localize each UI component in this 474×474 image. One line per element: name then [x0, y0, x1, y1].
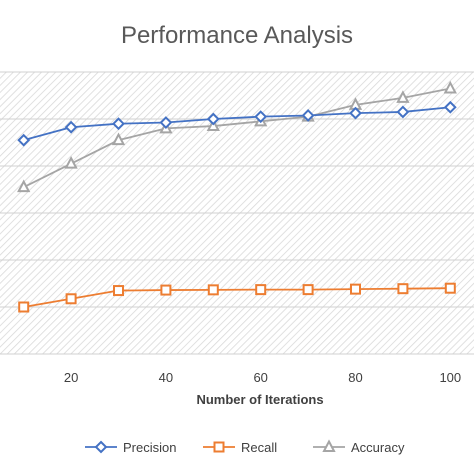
legend-label: Precision [123, 440, 176, 455]
series-line [23, 106, 451, 142]
data-point [206, 112, 220, 126]
legend-marker [94, 440, 108, 454]
series-line [23, 87, 451, 188]
data-point [17, 179, 31, 193]
legend-item-recall: Recall [203, 440, 277, 455]
series-precision [17, 100, 457, 147]
series-line [23, 287, 451, 308]
legend-item-accuracy: Accuracy [313, 439, 405, 455]
data-point [18, 301, 30, 313]
data-point [302, 284, 314, 296]
data-point [397, 283, 409, 295]
data-point [112, 117, 125, 131]
gridlines [0, 71, 474, 355]
data-point [111, 132, 126, 146]
data-point [159, 116, 173, 129]
data-point [255, 284, 267, 296]
x-tick-label: 60 [253, 370, 267, 385]
x-tick-label: 100 [439, 370, 461, 385]
data-point [64, 156, 78, 169]
legend-item-precision: Precision [85, 440, 176, 455]
x-tick-label: 80 [348, 370, 362, 385]
data-point [113, 285, 124, 297]
x-tick-label: 40 [159, 370, 173, 385]
data-point [349, 106, 362, 120]
data-point [301, 109, 315, 122]
data-point [64, 120, 78, 134]
legend-marker [322, 439, 336, 452]
legend: Precision Recall Accuracy [85, 439, 405, 455]
series-recall [18, 282, 456, 313]
data-point [443, 100, 457, 114]
legend-marker [213, 441, 225, 453]
chart-title: Performance Analysis [121, 22, 353, 49]
series-layer [17, 80, 457, 313]
data-point [396, 105, 410, 119]
data-point [444, 282, 456, 294]
data-point [17, 133, 31, 147]
data-point [65, 293, 77, 305]
data-point [207, 284, 219, 296]
data-point [443, 80, 457, 94]
x-axis-ticks: 20 40 60 80 100 [64, 370, 461, 385]
data-point [350, 283, 361, 295]
data-point [160, 284, 172, 296]
data-point [396, 90, 410, 103]
x-axis-label: Number of Iterations [196, 392, 323, 407]
legend-label: Recall [241, 440, 277, 455]
x-tick-label: 20 [64, 370, 78, 385]
data-point [254, 110, 268, 124]
legend-label: Accuracy [351, 440, 405, 455]
